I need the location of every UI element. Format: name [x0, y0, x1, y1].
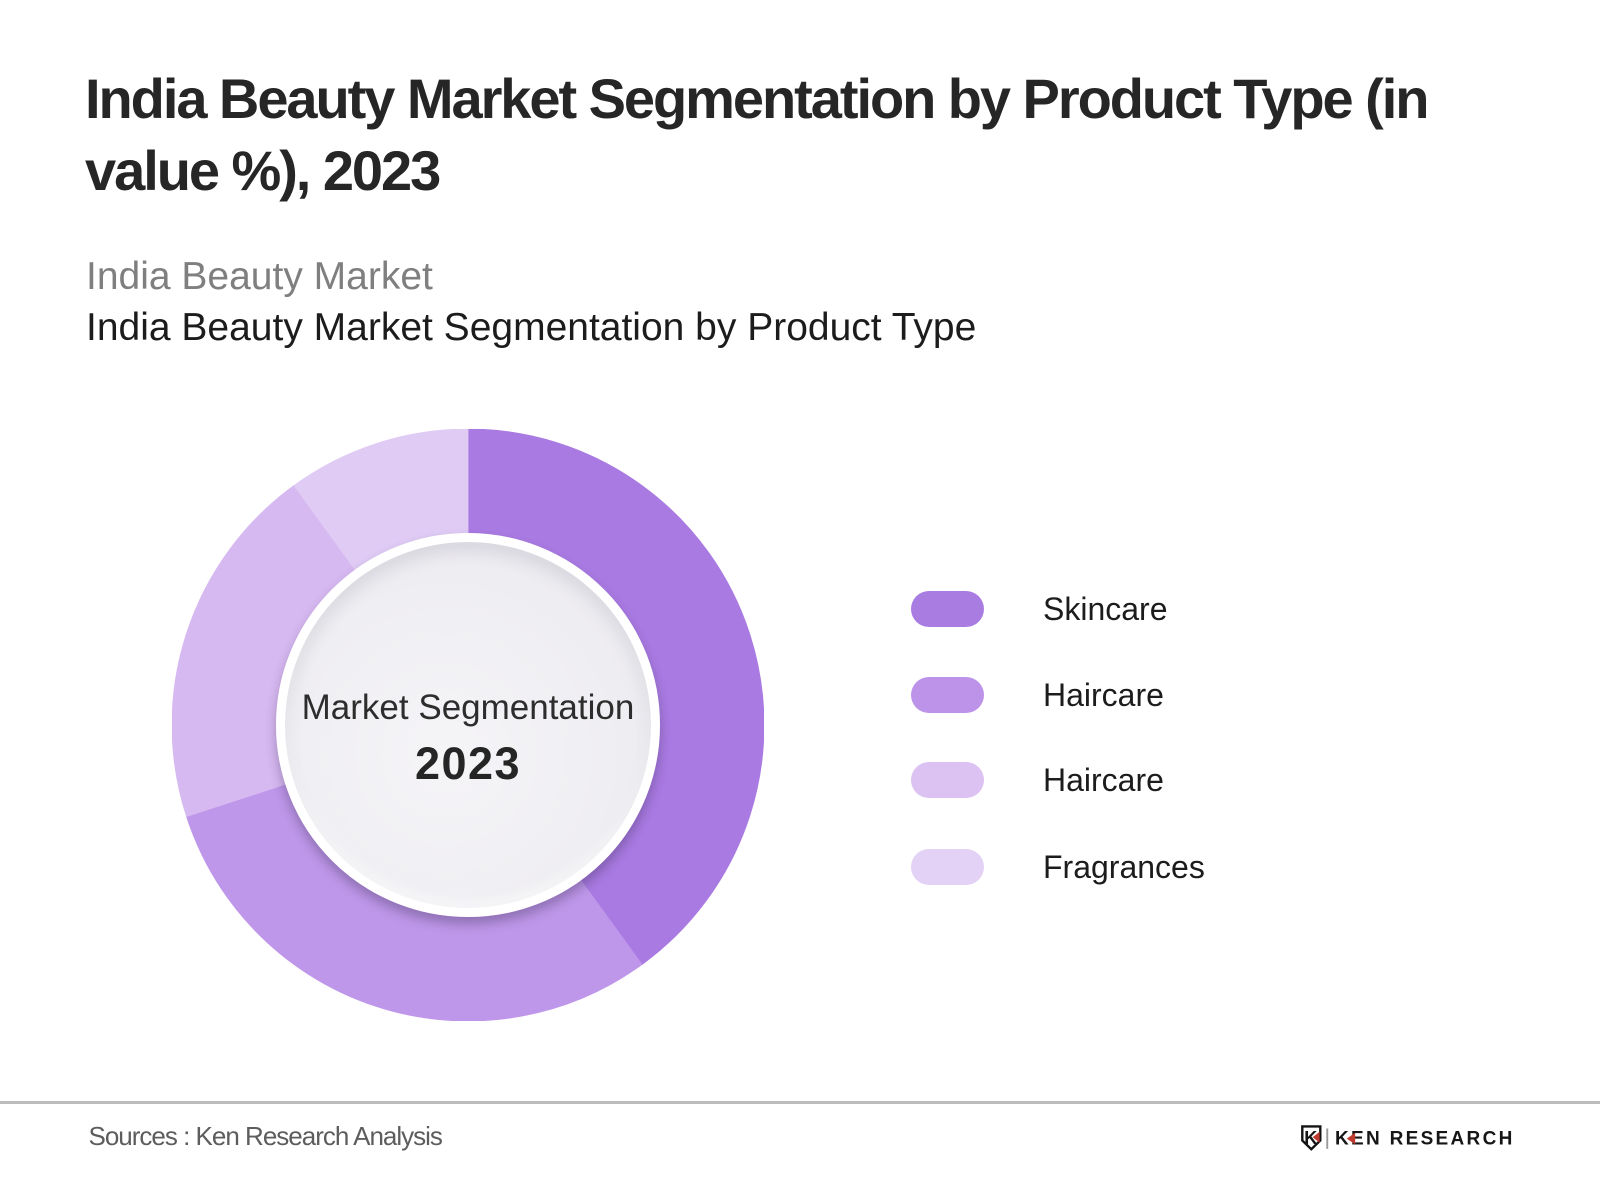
svg-text:K: K	[1304, 1128, 1317, 1148]
svg-text:KEN RESEARCH: KEN RESEARCH	[1335, 1128, 1513, 1149]
